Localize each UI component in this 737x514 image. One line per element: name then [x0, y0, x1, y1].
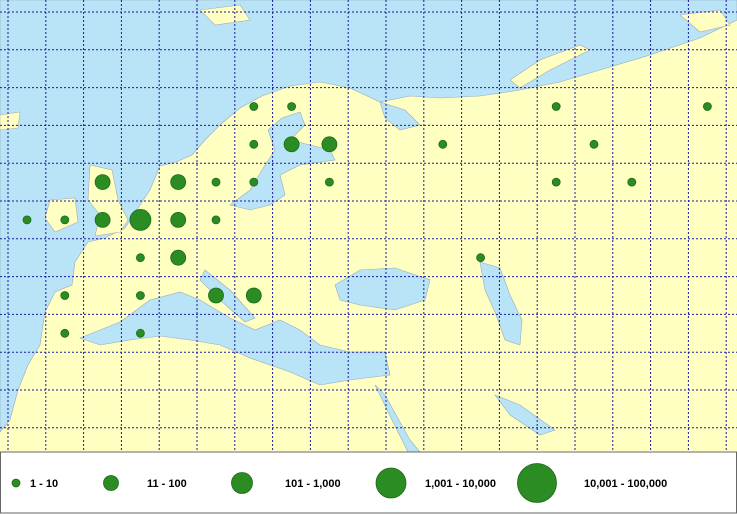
ocean [0, 0, 737, 433]
legend-label: 101 - 1,000 [285, 478, 341, 490]
points [22, 102, 712, 338]
point-symbol [249, 177, 259, 187]
black-sea [334, 267, 431, 311]
legend-symbol [11, 478, 21, 488]
severnaya-zemlya [679, 9, 731, 33]
point-symbol [208, 287, 224, 304]
point-symbol [135, 253, 145, 263]
legend-label: 10,001 - 100,000 [584, 478, 667, 490]
point-symbol [211, 177, 221, 187]
point-symbol [324, 177, 334, 187]
point-symbol [589, 139, 599, 149]
graticule [0, 0, 737, 452]
svalbard [199, 4, 251, 26]
ireland [44, 197, 79, 233]
point-symbol [476, 253, 486, 263]
white-sea [379, 101, 421, 131]
point-symbol [703, 102, 712, 111]
point-symbol [60, 215, 70, 225]
caspian-sea [479, 261, 523, 346]
legend-symbol [103, 475, 119, 491]
point-symbol [321, 136, 338, 153]
point-symbol [551, 102, 561, 111]
adriatic-sea [199, 269, 256, 323]
legend-label: 11 - 100 [147, 478, 187, 490]
point-symbol [627, 177, 637, 187]
point-symbol [249, 139, 259, 149]
point-symbol [170, 249, 187, 266]
point-symbol [283, 136, 300, 153]
legend-label: 1 - 10 [30, 478, 58, 490]
point-symbol [170, 174, 187, 191]
point-symbol [129, 208, 152, 231]
point-symbol [551, 177, 561, 187]
iceland [0, 111, 21, 131]
point-symbol [245, 287, 262, 304]
point-symbol [60, 328, 70, 338]
point-symbol [287, 102, 297, 111]
point-symbol [170, 211, 187, 228]
point-symbol [211, 215, 221, 225]
legend-symbol [231, 472, 253, 494]
point-symbol [135, 291, 145, 300]
point-symbol [94, 211, 111, 228]
point-symbol [22, 215, 32, 225]
point-symbol [135, 328, 145, 338]
legend-box [0, 451, 737, 514]
point-symbol [94, 174, 111, 191]
legend-symbol [517, 463, 557, 503]
point-symbol [249, 102, 259, 111]
point-symbol [438, 139, 448, 149]
point-symbol [60, 291, 70, 300]
legend-symbol [375, 467, 407, 499]
persian-gulf [494, 394, 556, 436]
legend-label: 1,001 - 10,000 [425, 478, 496, 490]
legend: 1 - 10 11 - 100 101 - 1,000 1,001 - 10,000 1… [11, 463, 667, 503]
